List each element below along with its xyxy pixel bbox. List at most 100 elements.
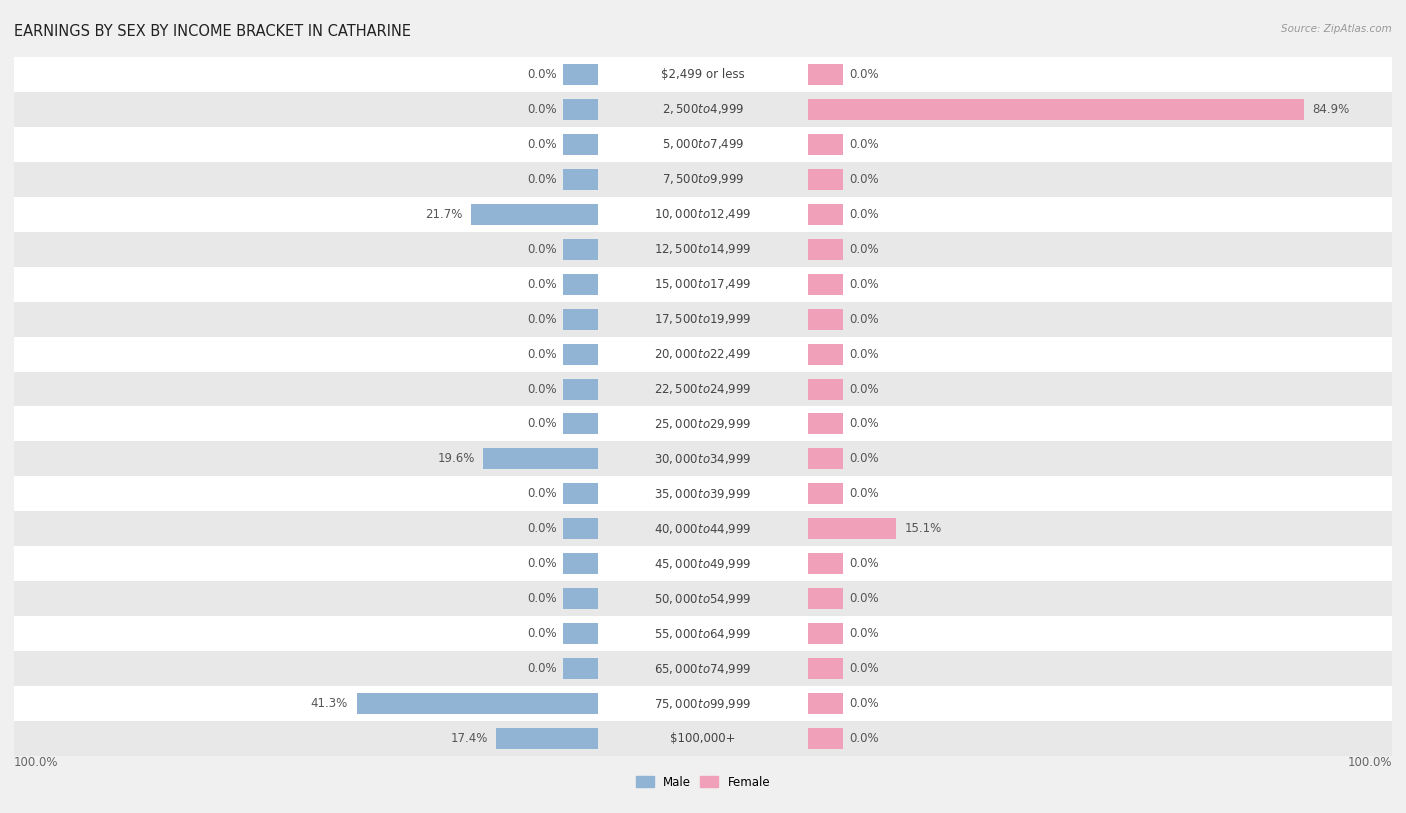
Bar: [14, 616, 1392, 651]
Text: $15,000 to $17,499: $15,000 to $17,499: [654, 277, 752, 291]
Text: $50,000 to $54,999: $50,000 to $54,999: [654, 592, 752, 606]
Bar: [14, 511, 1392, 546]
Bar: [808, 484, 844, 504]
Text: 0.0%: 0.0%: [849, 278, 879, 290]
Text: $40,000 to $44,999: $40,000 to $44,999: [654, 522, 752, 536]
Bar: [808, 309, 844, 329]
Text: 17.4%: 17.4%: [450, 733, 488, 745]
Bar: [14, 162, 1392, 197]
Bar: [14, 267, 1392, 302]
Bar: [14, 337, 1392, 372]
Text: $5,000 to $7,499: $5,000 to $7,499: [662, 137, 744, 151]
Bar: [14, 197, 1392, 232]
Text: 0.0%: 0.0%: [527, 558, 557, 570]
Text: 0.0%: 0.0%: [527, 383, 557, 395]
Bar: [14, 546, 1392, 581]
Text: 0.0%: 0.0%: [849, 418, 879, 430]
Bar: [14, 372, 1392, 406]
Bar: [562, 64, 598, 85]
Text: 0.0%: 0.0%: [527, 243, 557, 255]
Bar: [808, 449, 844, 469]
Text: $7,500 to $9,999: $7,500 to $9,999: [662, 172, 744, 186]
Bar: [562, 134, 598, 154]
Bar: [14, 476, 1392, 511]
Bar: [808, 134, 844, 154]
Bar: [562, 169, 598, 189]
Text: 0.0%: 0.0%: [527, 313, 557, 325]
Bar: [14, 581, 1392, 616]
Bar: [808, 169, 844, 189]
Text: $2,499 or less: $2,499 or less: [661, 68, 745, 80]
Text: 0.0%: 0.0%: [527, 418, 557, 430]
Text: 0.0%: 0.0%: [849, 383, 879, 395]
Bar: [14, 232, 1392, 267]
Bar: [496, 728, 598, 749]
Bar: [14, 302, 1392, 337]
Bar: [14, 406, 1392, 441]
Text: 0.0%: 0.0%: [849, 488, 879, 500]
Text: 0.0%: 0.0%: [527, 173, 557, 185]
Text: 0.0%: 0.0%: [527, 663, 557, 675]
Text: $12,500 to $14,999: $12,500 to $14,999: [654, 242, 752, 256]
Text: $2,500 to $4,999: $2,500 to $4,999: [662, 102, 744, 116]
Text: $17,500 to $19,999: $17,500 to $19,999: [654, 312, 752, 326]
Bar: [562, 484, 598, 504]
Bar: [357, 693, 598, 714]
Bar: [808, 554, 844, 574]
Bar: [808, 204, 844, 224]
Text: $55,000 to $64,999: $55,000 to $64,999: [654, 627, 752, 641]
Bar: [562, 99, 598, 120]
Bar: [14, 651, 1392, 686]
Text: $20,000 to $22,499: $20,000 to $22,499: [654, 347, 752, 361]
Bar: [14, 57, 1392, 92]
Bar: [562, 414, 598, 434]
Text: 100.0%: 100.0%: [1347, 756, 1392, 769]
Bar: [562, 589, 598, 609]
Bar: [808, 693, 844, 714]
Text: 0.0%: 0.0%: [849, 313, 879, 325]
Text: 0.0%: 0.0%: [527, 628, 557, 640]
Text: 0.0%: 0.0%: [849, 138, 879, 150]
Bar: [562, 344, 598, 364]
Bar: [808, 414, 844, 434]
Text: $25,000 to $29,999: $25,000 to $29,999: [654, 417, 752, 431]
Bar: [808, 379, 844, 399]
Bar: [562, 659, 598, 679]
Legend: Male, Female: Male, Female: [633, 772, 773, 792]
Text: 100.0%: 100.0%: [14, 756, 59, 769]
Bar: [484, 449, 598, 469]
Text: 0.0%: 0.0%: [527, 593, 557, 605]
Bar: [808, 64, 844, 85]
Bar: [14, 127, 1392, 162]
Bar: [562, 274, 598, 294]
Text: 0.0%: 0.0%: [849, 733, 879, 745]
Text: 0.0%: 0.0%: [527, 278, 557, 290]
Bar: [14, 721, 1392, 756]
Text: 0.0%: 0.0%: [527, 488, 557, 500]
Text: 19.6%: 19.6%: [437, 453, 475, 465]
Text: 0.0%: 0.0%: [849, 173, 879, 185]
Text: 41.3%: 41.3%: [311, 698, 349, 710]
Bar: [562, 624, 598, 644]
Bar: [562, 379, 598, 399]
Bar: [562, 519, 598, 539]
Text: 84.9%: 84.9%: [1313, 103, 1350, 115]
Text: 0.0%: 0.0%: [849, 593, 879, 605]
Bar: [562, 309, 598, 329]
Bar: [808, 519, 896, 539]
Text: 0.0%: 0.0%: [527, 348, 557, 360]
Bar: [562, 554, 598, 574]
Text: 0.0%: 0.0%: [849, 663, 879, 675]
Text: $10,000 to $12,499: $10,000 to $12,499: [654, 207, 752, 221]
Text: $35,000 to $39,999: $35,000 to $39,999: [654, 487, 752, 501]
Bar: [14, 441, 1392, 476]
Text: 0.0%: 0.0%: [527, 103, 557, 115]
Text: 0.0%: 0.0%: [849, 698, 879, 710]
Text: 0.0%: 0.0%: [527, 68, 557, 80]
Text: 0.0%: 0.0%: [849, 558, 879, 570]
Text: 15.1%: 15.1%: [905, 523, 942, 535]
Bar: [808, 728, 844, 749]
Text: Source: ZipAtlas.com: Source: ZipAtlas.com: [1281, 24, 1392, 34]
Text: $45,000 to $49,999: $45,000 to $49,999: [654, 557, 752, 571]
Text: 0.0%: 0.0%: [849, 208, 879, 220]
